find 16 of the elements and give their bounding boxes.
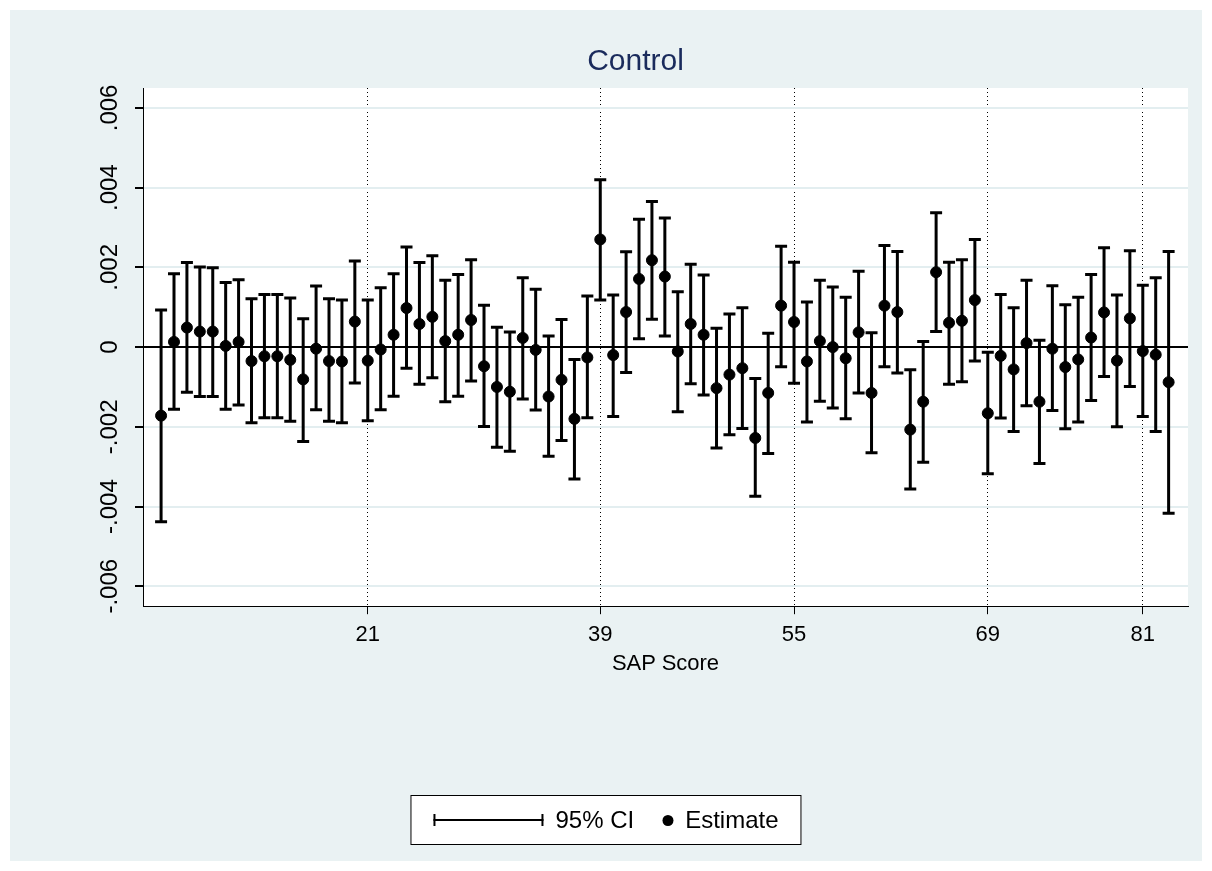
text: 95% CI	[555, 806, 635, 834]
x-tick-label: 21	[355, 621, 380, 647]
y-tick-label: 0	[95, 340, 122, 354]
y-tick-label: -.004	[95, 479, 122, 534]
x-tick-label: 39	[588, 621, 613, 647]
x-tick-label: 69	[975, 621, 1001, 647]
legend-label: Estimate	[685, 806, 779, 834]
y-tick-label: .002	[95, 244, 122, 291]
chart-title: Control	[587, 43, 684, 77]
x-tick-label: 81	[1130, 621, 1156, 647]
y-tick-label: -.002	[95, 399, 122, 455]
x-tick-label: 55	[781, 621, 807, 647]
x-axis-title: SAP Score	[611, 649, 720, 675]
y-tick-label: -.006	[95, 558, 122, 614]
y-tick-label: .006	[95, 84, 122, 132]
y-tick-label: .004	[95, 164, 122, 212]
